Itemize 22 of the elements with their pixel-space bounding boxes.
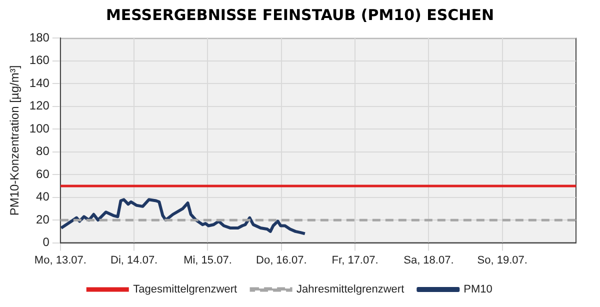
y-tick-label: 180 bbox=[29, 30, 50, 45]
y-tick-label: 40 bbox=[36, 190, 50, 204]
y-tick-label: 20 bbox=[36, 212, 50, 226]
y-axis-title: PM10-Konzentration [µg/m³] bbox=[8, 65, 22, 216]
x-tick-label: Mo, 13.07. bbox=[34, 254, 86, 266]
y-tick-label: 140 bbox=[29, 76, 50, 90]
chart-title: MESSERGEBNISSE FEINSTAUB (PM10) ESCHEN bbox=[104, 5, 496, 26]
y-tick-label: 0 bbox=[42, 235, 50, 250]
x-tick-label: So, 19.07. bbox=[477, 254, 528, 266]
legend-label: PM10 bbox=[464, 284, 492, 296]
x-tick-label: Fr, 17.07. bbox=[332, 254, 378, 266]
legend-label: Tagesmittelgrenzwert bbox=[133, 284, 238, 296]
x-tick-label: Sa, 18.07. bbox=[404, 254, 454, 266]
x-tick-label: Di, 14.07. bbox=[110, 254, 158, 266]
y-tick-label: 160 bbox=[29, 53, 50, 68]
x-tick-label: Mi, 15.07. bbox=[184, 254, 232, 266]
x-tick-label: Do, 16.07. bbox=[256, 254, 307, 266]
y-tick-label: 120 bbox=[29, 98, 50, 113]
y-tick-label: 60 bbox=[36, 166, 50, 181]
legend-label: Jahresmittelgrenzwert bbox=[296, 284, 404, 296]
y-tick-label: 80 bbox=[36, 144, 50, 158]
y-tick-label: 100 bbox=[29, 121, 50, 136]
